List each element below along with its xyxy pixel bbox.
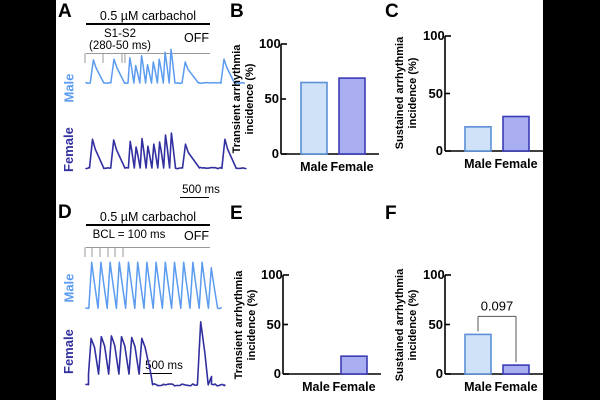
svg-text:0.097: 0.097 — [481, 298, 514, 313]
